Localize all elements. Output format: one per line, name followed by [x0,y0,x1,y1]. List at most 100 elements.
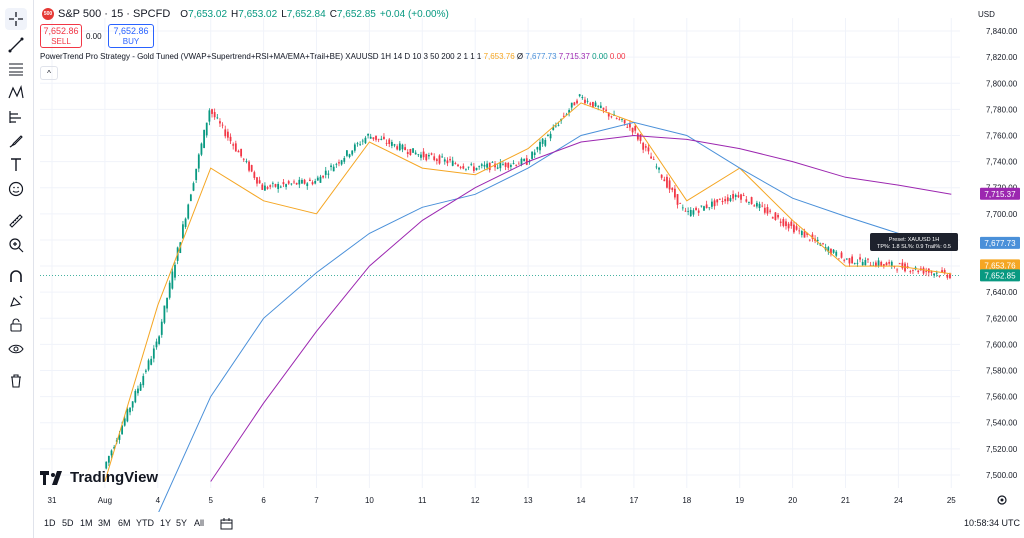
candle-body [925,271,928,272]
gear-icon[interactable] [996,493,1008,505]
tooltip-line1: Preset: XAUUSD 1H [889,237,939,243]
indicator-value: 7,677.73 [523,52,557,61]
sell-button[interactable]: 7,652.86 SELL [40,24,82,48]
candle-body [607,112,610,117]
buy-label: BUY [122,37,140,46]
range-button-6m[interactable]: 6M [118,518,131,528]
candle-body [446,160,449,164]
candle-body [441,156,444,158]
candle-body [504,162,507,167]
trash-icon[interactable] [5,370,27,392]
clock[interactable]: 10:58:34 UTC [964,518,1021,528]
lock-drawing-icon[interactable] [5,290,27,312]
candle-body [462,166,465,169]
text-icon[interactable] [5,154,27,176]
candle-body [740,194,742,200]
range-button-3m[interactable]: 3M [98,518,111,528]
candle-body [790,221,793,226]
pattern-icon[interactable] [5,82,27,104]
candle-body [396,146,399,150]
buy-button[interactable]: 7,652.86 BUY [108,24,154,48]
candle-body [187,204,190,219]
zoom-in-icon[interactable] [5,234,27,256]
candle-body [465,168,467,170]
candle-body [700,205,703,207]
fib-lines-icon[interactable] [5,58,27,80]
candle-body [840,252,843,258]
candle-body [711,201,713,207]
range-button-1y[interactable]: 1Y [160,518,172,528]
candle-body [705,204,708,209]
candle-body [390,141,393,146]
date-range-icon[interactable] [220,518,233,532]
price-tick-label: 7,640.00 [986,288,1018,297]
range-button-5y[interactable]: 5Y [176,518,188,528]
candle-body [398,143,401,151]
candle-body [845,258,848,260]
candle-body [621,119,623,120]
candle-body [417,154,420,156]
candle-body [856,262,859,264]
eye-icon[interactable] [5,338,27,360]
sell-price: 7,652.86 [43,26,79,36]
candle-body [626,126,629,128]
ohlc-low: 7,652.84 [286,8,326,20]
candle-body [264,185,266,191]
candle-body [536,147,539,150]
indicator-legend[interactable]: PowerTrend Pro Strategy - Gold Tuned (VW… [40,52,626,61]
range-button-all[interactable]: All [194,518,205,528]
time-tick-label: 25 [947,496,956,505]
candle-body [771,217,774,219]
candle-body [713,200,716,207]
time-tick-label: 20 [788,496,797,505]
currency-selector[interactable]: USD [978,10,995,19]
tradingview-logo[interactable]: TradingView [40,469,158,486]
candle-body [570,102,573,108]
candle-body [668,180,671,190]
range-button-5d[interactable]: 5D [62,518,74,528]
candle-body [946,274,949,278]
forecast-icon[interactable] [5,106,27,128]
emoji-icon[interactable] [5,178,27,200]
candle-body [541,138,544,144]
crosshair-icon[interactable] [5,8,27,30]
candle-body [261,184,264,190]
lock-icon[interactable] [5,314,27,336]
candle-body [356,143,359,145]
collapse-legend-button[interactable]: ^ [40,66,58,80]
candle-body [311,182,314,185]
candle-body [671,188,674,190]
candle-body [467,166,470,168]
candle-body [610,116,613,118]
brush-icon[interactable] [5,130,27,152]
time-tick-label: 6 [261,496,266,505]
candle-body [338,162,340,164]
magnet-icon[interactable] [5,266,27,288]
candle-body [134,390,137,403]
price-chart[interactable]: 7,840.00 7,820.00 7,800.00 7,780.00 7,760.00… [34,0,1024,512]
candle-body [150,358,153,365]
candle-body [547,134,549,136]
chart-area[interactable]: 7,840.00 7,820.00 7,800.00 7,780.00 7,760.00… [34,0,1024,538]
candle-body [113,446,116,449]
price-tag-bg [980,259,1020,272]
candle-body [933,273,936,276]
trend-line-icon[interactable] [5,34,27,56]
candle-body [644,146,647,148]
candle-body [528,161,531,163]
ruler-icon[interactable] [5,210,27,232]
range-button-ytd[interactable]: YTD [136,518,154,528]
range-button-1m[interactable]: 1M [80,518,93,528]
indicator-values: 7,653.76 Ø 7,677.73 7,715.37 0.00 0.00 [484,52,626,61]
candle-body [316,177,319,181]
candle-body [478,166,481,168]
candle-body [449,158,451,161]
candle-body [420,154,422,158]
candle-body [412,148,414,153]
range-button-1d[interactable]: 1D [44,518,56,528]
candle-body [401,144,404,150]
candle-body [935,272,938,274]
symbol-title[interactable]: S&P 500 · 15 · SPCFD [58,8,171,20]
price-tick-label: 7,740.00 [986,158,1018,167]
candle-body [393,144,396,146]
